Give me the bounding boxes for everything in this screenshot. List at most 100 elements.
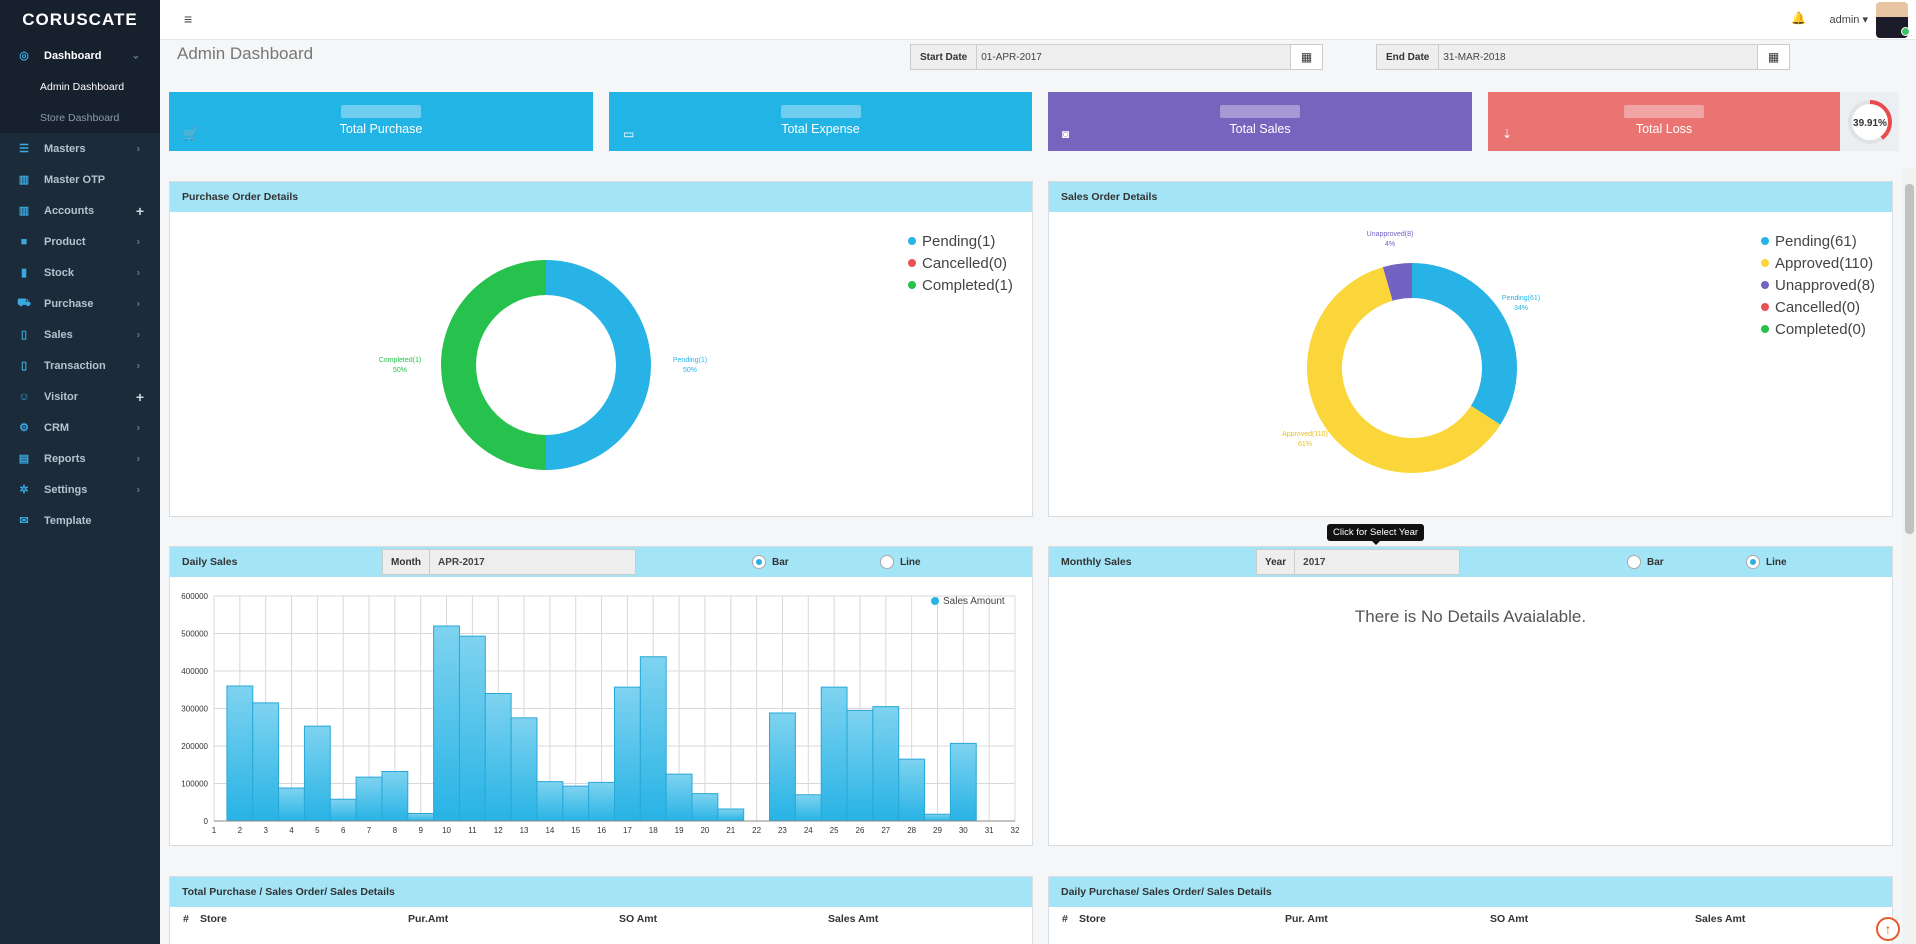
col-sales-amt[interactable]: Sales Amt xyxy=(828,913,879,925)
bar[interactable] xyxy=(433,625,460,822)
chevron-icon[interactable]: › xyxy=(136,143,140,154)
bar[interactable] xyxy=(898,758,926,822)
bar[interactable] xyxy=(588,781,615,822)
stat-card-total-expense[interactable]: Total Expense ▭ xyxy=(609,92,1032,151)
plus-icon[interactable]: + xyxy=(135,388,144,405)
user-menu[interactable]: admin ▾ xyxy=(1829,14,1868,26)
page-scrollbar[interactable] xyxy=(1903,168,1916,944)
sidebar-item-visitor[interactable]: ☺ Visitor + xyxy=(0,381,160,412)
radio-line[interactable]: Line xyxy=(1746,555,1787,569)
bar[interactable] xyxy=(794,794,822,822)
chevron-icon[interactable]: › xyxy=(136,298,140,309)
legend-item[interactable]: Pending(61) xyxy=(1761,230,1875,252)
bar[interactable] xyxy=(949,742,977,822)
stat-card-total-purchase[interactable]: Total Purchase 🛒 xyxy=(169,92,593,151)
legend-item[interactable]: Pending(1) xyxy=(908,230,1013,252)
end-date-input[interactable]: 31-MAR-2018 xyxy=(1439,45,1757,69)
month-select[interactable]: APR-2017 xyxy=(438,556,485,568)
bar[interactable] xyxy=(252,702,280,822)
legend-item[interactable]: Completed(0) xyxy=(1761,318,1875,340)
legend-item[interactable]: Completed(1) xyxy=(908,274,1013,296)
calendar-icon[interactable]: ▦ xyxy=(1290,45,1322,69)
legend-item[interactable]: Approved(110) xyxy=(1761,252,1875,274)
radio-line[interactable]: Line xyxy=(880,555,921,569)
legend-item[interactable]: Cancelled(0) xyxy=(1761,296,1875,318)
chevron-icon[interactable]: ⌄ xyxy=(131,50,140,61)
sidebar-item-reports[interactable]: ▤ Reports › xyxy=(0,443,160,474)
chevron-icon[interactable]: › xyxy=(136,329,140,340)
sidebar-item-stock[interactable]: ▮ Stock › xyxy=(0,257,160,288)
bar[interactable] xyxy=(769,712,796,822)
bar[interactable] xyxy=(562,785,590,822)
bar[interactable] xyxy=(639,656,667,822)
legend-item[interactable]: Unapproved(8) xyxy=(1761,274,1875,296)
chevron-icon[interactable]: › xyxy=(136,267,140,278)
bar[interactable] xyxy=(536,781,564,822)
legend-item[interactable]: Cancelled(0) xyxy=(908,252,1013,274)
bar[interactable] xyxy=(846,709,874,822)
col-pur-amt[interactable]: Pur.Amt xyxy=(408,913,449,925)
sidebar-subitem-store-dashboard[interactable]: Store Dashboard xyxy=(0,102,160,133)
bar[interactable] xyxy=(484,693,512,822)
bar[interactable] xyxy=(329,798,357,822)
col-store[interactable]: Store xyxy=(1079,913,1106,925)
avatar[interactable] xyxy=(1876,2,1910,38)
radio-bar[interactable]: Bar xyxy=(752,555,789,569)
sidebar-item-dashboard[interactable]: ◎ Dashboard ⌄ xyxy=(0,40,160,71)
col-store[interactable]: Store xyxy=(200,913,227,925)
sidebar-item-crm[interactable]: ⚙ CRM › xyxy=(0,412,160,443)
scroll-top-icon[interactable]: ↑ xyxy=(1876,917,1900,941)
col-so-amt[interactable]: SO Amt xyxy=(619,913,658,925)
sidebar-item-masters[interactable]: ☰ Masters › xyxy=(0,133,160,164)
chevron-icon[interactable]: › xyxy=(136,422,140,433)
col-so-amt[interactable]: SO Amt xyxy=(1490,913,1529,925)
radio-bar[interactable]: Bar xyxy=(1627,555,1664,569)
sidebar-item-settings[interactable]: ✲ Settings › xyxy=(0,474,160,505)
sidebar-subitem-admin-dashboard[interactable]: Admin Dashboard xyxy=(0,71,160,102)
start-date-input[interactable]: 01-APR-2017 xyxy=(977,45,1290,69)
chevron-icon[interactable]: › xyxy=(136,236,140,247)
sidebar-item-purchase[interactable]: ⛟ Purchase › xyxy=(0,288,160,319)
menu-toggle-icon[interactable]: ≡ xyxy=(184,11,193,27)
chevron-icon[interactable]: › xyxy=(136,453,140,464)
sidebar-item-master-otp[interactable]: ▥ Master OTP xyxy=(0,164,160,195)
plus-icon[interactable]: + xyxy=(135,202,144,219)
radio-line-circle[interactable] xyxy=(880,555,894,569)
so-slice-pending[interactable] xyxy=(1412,263,1517,425)
app-logo[interactable]: CORUSCATE xyxy=(0,0,160,40)
sidebar-item-sales[interactable]: ▯ Sales › xyxy=(0,319,160,350)
stat-card-total-loss[interactable]: Total Loss ⇣ xyxy=(1488,92,1840,151)
bar[interactable] xyxy=(614,686,641,822)
radio-line-circle[interactable] xyxy=(1746,555,1760,569)
so-slice-approved[interactable] xyxy=(1307,267,1501,473)
sidebar-item-transaction[interactable]: ▯ Transaction › xyxy=(0,350,160,381)
po-slice-pending[interactable] xyxy=(546,260,651,470)
bar[interactable] xyxy=(820,686,848,822)
scrollbar-thumb[interactable] xyxy=(1905,184,1914,534)
bar[interactable] xyxy=(226,685,254,822)
bar[interactable] xyxy=(407,813,435,822)
so-slice-unapproved[interactable] xyxy=(1382,263,1412,301)
calendar-icon[interactable]: ▦ xyxy=(1757,45,1789,69)
radio-bar-circle[interactable] xyxy=(1627,555,1641,569)
radio-bar-circle[interactable] xyxy=(752,555,766,569)
chevron-icon[interactable]: › xyxy=(136,484,140,495)
bar[interactable] xyxy=(278,787,305,822)
bar[interactable] xyxy=(510,717,538,822)
sidebar-item-product[interactable]: ■ Product › xyxy=(0,226,160,257)
bar[interactable] xyxy=(691,793,719,822)
bar[interactable] xyxy=(458,635,486,822)
bar[interactable] xyxy=(717,808,745,822)
col-sales-amt[interactable]: Sales Amt xyxy=(1695,913,1746,925)
stat-card-total-sales[interactable]: Total Sales ◙ xyxy=(1048,92,1472,151)
sidebar-item-accounts[interactable]: ▥ Accounts + xyxy=(0,195,160,226)
bar[interactable] xyxy=(355,776,383,822)
bell-icon[interactable]: 🔔 xyxy=(1791,11,1806,25)
bar[interactable] xyxy=(924,813,951,822)
bar[interactable] xyxy=(303,725,331,822)
po-slice-completed[interactable] xyxy=(441,260,546,470)
bar[interactable] xyxy=(381,771,409,822)
col-pur-amt[interactable]: Pur. Amt xyxy=(1285,913,1328,925)
chevron-icon[interactable]: › xyxy=(136,360,140,371)
sidebar-item-template[interactable]: ✉ Template xyxy=(0,505,160,536)
